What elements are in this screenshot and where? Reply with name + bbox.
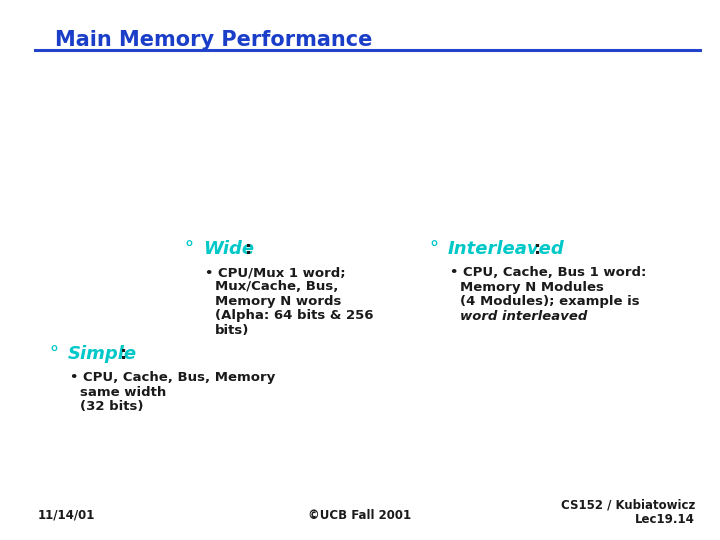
Text: :: : — [245, 240, 252, 258]
Text: Mux/Cache, Bus,: Mux/Cache, Bus, — [215, 280, 338, 294]
Text: Lec19.14: Lec19.14 — [635, 513, 695, 526]
Text: °: ° — [50, 345, 66, 363]
Text: °: ° — [430, 240, 445, 258]
Text: • CPU/Mux 1 word;: • CPU/Mux 1 word; — [205, 266, 346, 279]
Text: Memory N words: Memory N words — [215, 295, 341, 308]
Text: word interleaved: word interleaved — [460, 309, 588, 322]
Text: Interleaved: Interleaved — [448, 240, 564, 258]
Text: 11/14/01: 11/14/01 — [38, 509, 95, 522]
Text: ©UCB Fall 2001: ©UCB Fall 2001 — [308, 509, 412, 522]
Text: :: : — [120, 345, 127, 363]
Text: :: : — [534, 240, 541, 258]
Text: CS152 / Kubiatowicz: CS152 / Kubiatowicz — [561, 499, 695, 512]
Text: bits): bits) — [215, 324, 249, 337]
Text: Wide: Wide — [203, 240, 254, 258]
Text: • CPU, Cache, Bus 1 word:: • CPU, Cache, Bus 1 word: — [450, 266, 647, 279]
Text: (Alpha: 64 bits & 256: (Alpha: 64 bits & 256 — [215, 309, 374, 322]
Text: same width: same width — [80, 386, 166, 399]
Text: (32 bits): (32 bits) — [80, 400, 143, 413]
Text: (4 Modules); example is: (4 Modules); example is — [460, 295, 639, 308]
Text: Main Memory Performance: Main Memory Performance — [55, 30, 372, 50]
Text: • CPU, Cache, Bus, Memory: • CPU, Cache, Bus, Memory — [70, 371, 275, 384]
Text: Memory N Modules: Memory N Modules — [460, 280, 604, 294]
Text: Simple: Simple — [68, 345, 137, 363]
Text: °: ° — [185, 240, 200, 258]
